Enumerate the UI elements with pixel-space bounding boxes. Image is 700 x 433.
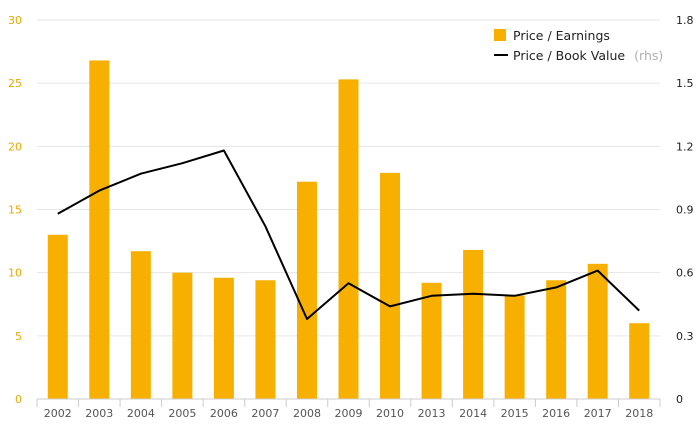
x-tick-label: 2016 bbox=[542, 407, 570, 420]
x-tick-label: 2008 bbox=[293, 407, 321, 420]
right-tick-label: 1.5 bbox=[676, 77, 694, 90]
x-tick-label: 2006 bbox=[210, 407, 238, 420]
pe-bar bbox=[546, 280, 567, 399]
left-tick-label: 30 bbox=[8, 14, 22, 27]
pb-line bbox=[57, 149, 640, 320]
x-tick-label: 2015 bbox=[501, 407, 529, 420]
x-tick-label: 2013 bbox=[418, 407, 446, 420]
pe-bar bbox=[47, 234, 68, 399]
x-tick-label: 2010 bbox=[376, 407, 404, 420]
x-tick-label: 2007 bbox=[251, 407, 279, 420]
pe-bar bbox=[172, 272, 193, 399]
x-tick-label: 2003 bbox=[85, 407, 113, 420]
x-axis-ticks: 2002 2003 2004 2005 2006 2007 2008 2009 2010 2013… bbox=[36, 399, 661, 420]
pe-bar bbox=[587, 263, 608, 399]
left-tick-label: 15 bbox=[8, 204, 22, 217]
x-tick-label: 2005 bbox=[168, 407, 196, 420]
pe-bar bbox=[629, 323, 650, 399]
right-tick-label: 1.2 bbox=[676, 140, 694, 153]
pe-bar bbox=[255, 280, 276, 399]
legend-pb-label: Price / Book Value (rhs) bbox=[513, 45, 663, 64]
legend-pe-label: Price / Earnings bbox=[513, 28, 610, 43]
legend-pe-swatch bbox=[494, 29, 506, 41]
right-tick-label: 0.9 bbox=[676, 204, 694, 217]
pe-bar bbox=[504, 295, 525, 399]
right-axis-ticks: 0 0.3 0.6 0.9 1.2 1.5 1.8 bbox=[676, 14, 694, 406]
right-tick-label: 0.6 bbox=[676, 267, 694, 280]
pe-bar bbox=[338, 79, 359, 400]
legend-pb-note: (rhs) bbox=[634, 48, 663, 63]
right-tick-label: 0 bbox=[676, 393, 683, 406]
x-tick-label: 2009 bbox=[335, 407, 363, 420]
pe-bar bbox=[421, 282, 442, 399]
x-tick-label: 2018 bbox=[625, 407, 653, 420]
pe-bar bbox=[213, 277, 234, 399]
left-tick-label: 5 bbox=[15, 330, 22, 343]
x-tick-label: 2017 bbox=[584, 407, 612, 420]
x-tick-label: 2002 bbox=[44, 407, 72, 420]
legend: Price / Earnings Price / Book Value (rhs… bbox=[494, 28, 663, 64]
pe-bar bbox=[463, 249, 484, 399]
left-axis-ticks: 0 5 10 15 20 25 30 bbox=[8, 14, 22, 406]
pe-bar bbox=[130, 251, 151, 399]
right-tick-label: 1.8 bbox=[676, 14, 694, 27]
pe-bar bbox=[380, 172, 401, 399]
right-tick-label: 0.3 bbox=[676, 330, 694, 343]
pe-bar bbox=[296, 181, 317, 399]
x-tick-label: 2014 bbox=[459, 407, 487, 420]
pe-bar bbox=[89, 60, 110, 399]
pe-bars bbox=[47, 60, 650, 400]
legend-pb-name: Price / Book Value bbox=[513, 48, 625, 63]
left-tick-label: 20 bbox=[8, 140, 22, 153]
left-tick-label: 25 bbox=[8, 77, 22, 90]
left-tick-label: 10 bbox=[8, 267, 22, 280]
left-tick-label: 0 bbox=[15, 393, 22, 406]
x-tick-label: 2004 bbox=[127, 407, 155, 420]
